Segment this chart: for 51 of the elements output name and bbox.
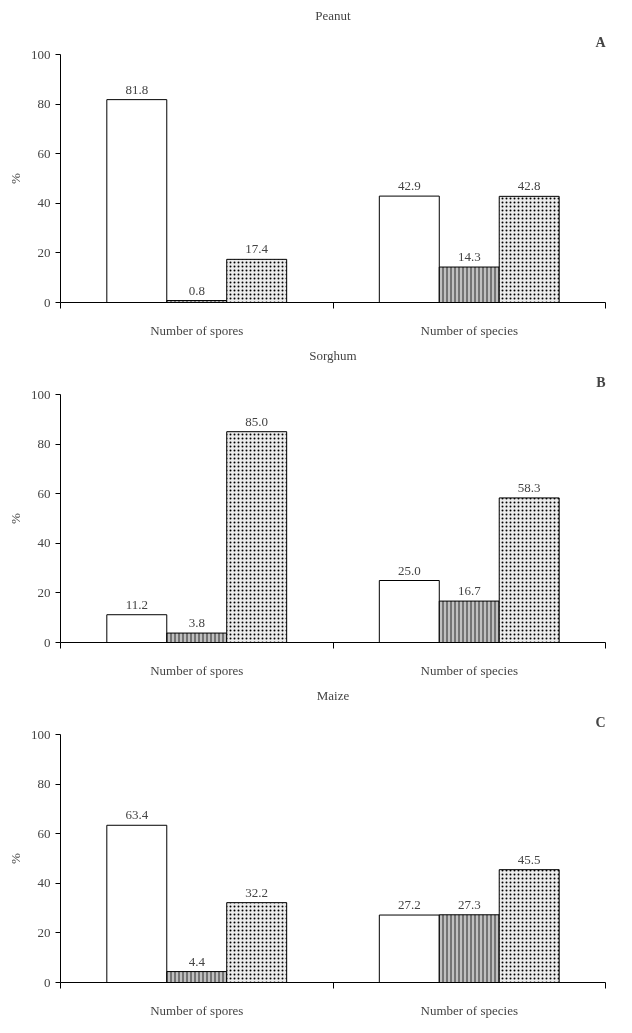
data-label: 4.4 [188,953,206,969]
y-tick-label: 60 [37,825,51,841]
y-tick-label: 0 [44,294,51,310]
y-tick-label: 20 [37,244,51,260]
y-tick-label: 80 [37,96,51,112]
x-tick-label: Number of spores [150,1002,244,1018]
x-tick-label: Number of species [420,1002,518,1018]
y-tick-label: 80 [37,776,51,792]
y-tick-label: 60 [37,485,51,501]
chart-title: Maize [316,687,350,703]
data-label: 63.4 [125,807,149,823]
text: C [595,714,606,730]
chart-title: Sorghum [309,347,357,363]
data-label: 14.3 [457,249,481,265]
data-label: 17.4 [245,241,269,257]
y-tick-label: 100 [31,46,51,62]
data-label: 81.8 [125,81,149,97]
data-label: 42.9 [397,178,421,194]
y-tick-label: 0 [44,634,51,650]
y-tick-label: 100 [31,726,51,742]
y-tick-label: 40 [37,535,51,551]
y-tick-label: 100 [31,386,51,402]
y-tick-label: 60 [37,145,51,161]
data-label: 45.5 [517,851,541,867]
text: B [596,374,606,390]
x-tick-label: Number of spores [150,662,244,678]
y-tick-label: 0 [44,974,51,990]
data-label: 27.2 [397,897,421,913]
data-label: 3.8 [188,615,205,631]
y-tick-label: 20 [37,584,51,600]
x-tick-label: Number of species [420,322,518,338]
y-tick-label: 40 [37,875,51,891]
data-label: 32.2 [245,884,269,900]
data-label: 0.8 [188,282,205,298]
y-tick-label: 80 [37,436,51,452]
data-label: 27.3 [457,896,481,912]
text: A [595,34,607,50]
y-axis-title: % [8,512,23,524]
y-tick-label: 40 [37,195,51,211]
y-axis-title: % [8,852,23,864]
data-label: 25.0 [397,562,421,578]
data-label: 11.2 [125,596,148,612]
data-label: 85.0 [245,413,269,429]
y-tick-label: 20 [37,924,51,940]
x-tick-label: Number of species [420,662,518,678]
data-label: 42.8 [517,178,541,194]
data-label: 16.7 [457,583,482,599]
chart-title: Peanut [315,7,352,23]
data-label: 58.3 [517,479,541,495]
y-axis-title: % [8,172,23,184]
x-tick-label: Number of spores [150,322,244,338]
